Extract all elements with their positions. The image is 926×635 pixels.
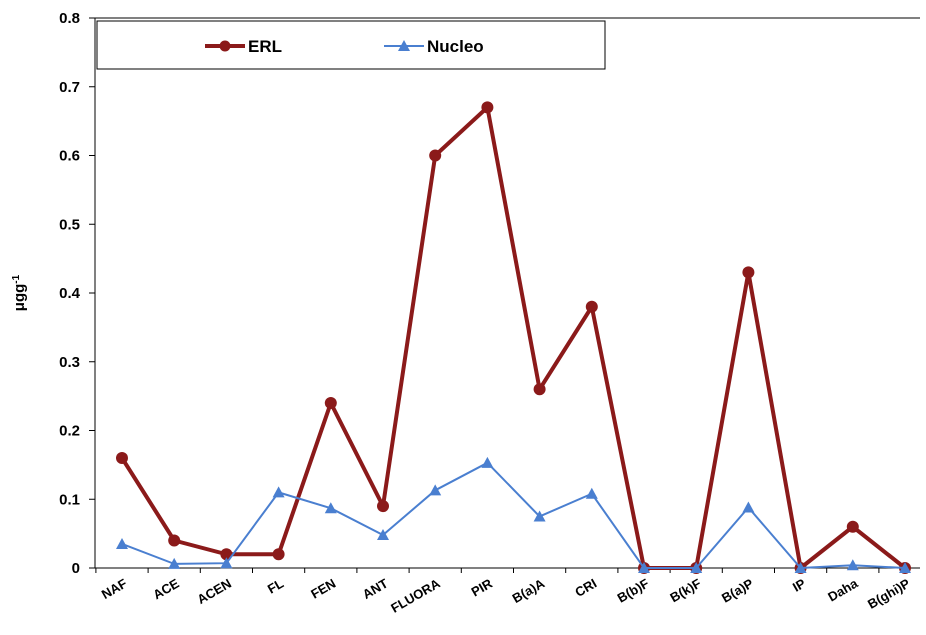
series-line-nucleo (121, 461, 906, 569)
data-point-nucleo (324, 502, 337, 514)
data-point-erl (846, 520, 859, 533)
data-point-nucleo (899, 562, 911, 573)
x-tick-label: ANT (360, 576, 391, 602)
x-tick-label: FL (265, 576, 286, 597)
data-point-erl (585, 300, 598, 313)
x-tick-label: Daha (825, 575, 861, 604)
data-point-erl (429, 149, 442, 162)
legend: ERL Nucleo (96, 20, 606, 70)
x-tick-label: B(ghi)P (865, 575, 913, 611)
data-point-erl (272, 548, 285, 561)
data-point-erl (742, 266, 755, 279)
legend-nucleo-marker (398, 40, 410, 51)
data-point-erl (220, 548, 233, 561)
legend-item-erl: ERL (205, 37, 282, 56)
data-point-erl (481, 101, 494, 114)
y-axis-label: μgg-1 (11, 274, 29, 311)
series-erl (116, 101, 911, 574)
plot-frame (94, 17, 920, 569)
x-tick-label: FLUORA (388, 575, 443, 615)
x-tick-label: ACEN (194, 576, 233, 607)
data-point-nucleo (638, 562, 650, 573)
data-point-nucleo (585, 487, 598, 499)
data-point-nucleo (794, 562, 807, 573)
data-point-erl (324, 397, 337, 409)
data-point-erl (377, 500, 389, 513)
x-tick-label: B(a)P (719, 575, 756, 605)
legend-erl-marker (219, 40, 231, 52)
x-tick-label: PIR (469, 575, 496, 599)
y-tick-label: 0.8 (59, 10, 80, 27)
y-tick-label: 0.3 (59, 354, 80, 371)
y-tick-label: 0.2 (59, 423, 80, 440)
x-tick-label: IP (790, 575, 808, 594)
series-line-erl (120, 105, 907, 570)
data-point-erl (116, 452, 128, 464)
legend-item-nucleo: Nucleo (384, 37, 484, 56)
data-point-nucleo (533, 510, 546, 522)
x-tick-label: B(a)A (510, 575, 548, 606)
x-tick-label: CRI (572, 576, 599, 600)
y-tick-group: 0 0.1 0.2 0.3 0.4 0.5 0.6 0.7 0.8 (59, 10, 95, 577)
data-point-nucleo (377, 529, 389, 540)
data-point-nucleo (429, 484, 442, 496)
data-point-nucleo (116, 537, 128, 549)
y-tick-label: 0 (72, 560, 80, 577)
data-point-nucleo (168, 557, 181, 569)
legend-erl-label: ERL (248, 37, 282, 56)
data-point-nucleo (272, 486, 285, 498)
legend-box (96, 20, 606, 70)
data-point-nucleo (690, 562, 703, 573)
x-tick-label: FEN (308, 576, 338, 602)
x-tick-label: NAF (99, 576, 130, 602)
x-tick-label: ACE (150, 575, 182, 602)
y-tick-label: 0.5 (59, 216, 80, 233)
series-layer (116, 101, 911, 574)
legend-nucleo-label: Nucleo (427, 37, 484, 56)
y-tick-label: 0.4 (59, 285, 81, 302)
data-point-erl (533, 383, 546, 396)
x-tick-label: B(k)F (667, 576, 703, 606)
data-point-nucleo (481, 456, 494, 468)
y-tick-label: 0.6 (59, 148, 80, 165)
data-point-erl (168, 534, 181, 547)
y-tick-label: 0.7 (59, 79, 80, 96)
data-point-nucleo (846, 559, 859, 571)
data-point-nucleo (220, 557, 233, 569)
series-nucleo (116, 456, 911, 573)
data-point-nucleo (742, 501, 755, 513)
x-tick-label: B(b)F (615, 576, 652, 606)
y-tick-label: 0.1 (59, 491, 80, 508)
